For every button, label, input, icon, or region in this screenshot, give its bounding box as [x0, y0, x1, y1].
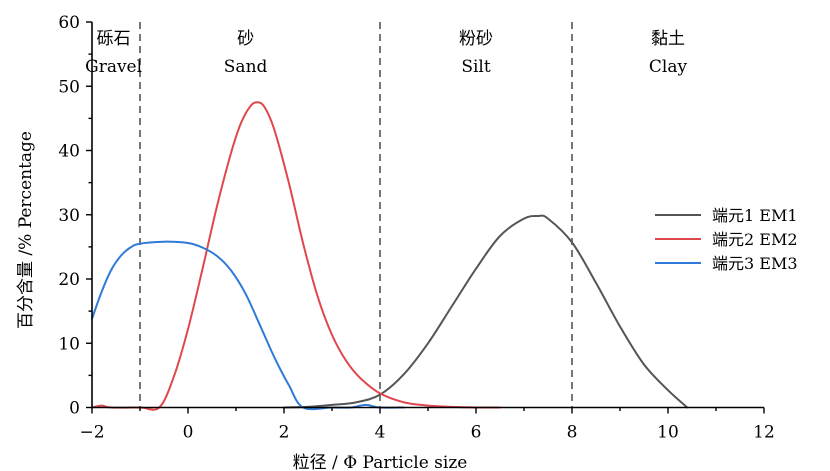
region-boundaries	[139, 22, 573, 408]
series-line-em2	[91, 101, 501, 411]
x-tick-label: 0	[183, 423, 194, 443]
legend-label-em1: 端元1 EM1	[712, 206, 798, 225]
y-tick-label: 30	[58, 206, 80, 226]
x-tick-label: 10	[657, 423, 679, 443]
region-label-cn: 黏土	[651, 29, 685, 49]
data-series	[91, 101, 689, 411]
y-tick-label: 0	[69, 399, 80, 419]
y-tick-label: 10	[58, 334, 80, 354]
x-tick-label: 6	[471, 423, 482, 443]
legend-label-em2: 端元2 EM2	[712, 230, 798, 249]
series-line-em3	[91, 240, 405, 411]
region-label-en: Silt	[461, 57, 491, 77]
x-axis-title: 粒径 / Φ Particle size	[293, 453, 468, 471]
y-axis-ticks: 0 10 20 30 40 50 60	[58, 13, 92, 419]
region-label-en: Sand	[224, 57, 268, 77]
y-tick-label: 20	[58, 270, 80, 290]
y-tick-label: 60	[58, 13, 80, 33]
region-label-cn: 粉砂	[459, 29, 493, 49]
x-tick-label: 12	[753, 423, 775, 443]
y-axis-title: 百分含量 /% Percentage	[16, 131, 36, 329]
y-tick-label: 40	[58, 142, 80, 162]
x-axis-ticks: −2 0 2 4 6 8 10 12	[79, 407, 775, 443]
legend-label-em3: 端元3 EM3	[712, 254, 798, 273]
x-tick-label: 2	[279, 423, 290, 443]
x-tick-label: 4	[375, 423, 386, 443]
x-tick-label: −2	[79, 423, 104, 443]
series-line-em1	[283, 214, 689, 409]
legend: 端元1 EM1 端元2 EM2 端元3 EM3	[655, 206, 798, 273]
region-labels: 砾石 Gravel 砂 Sand 粉砂 Silt 黏土 Clay	[85, 29, 687, 77]
x-tick-label: 8	[567, 423, 578, 443]
region-label-en: Gravel	[85, 57, 142, 77]
region-label-cn: 砾石	[97, 29, 131, 49]
y-tick-label: 50	[58, 77, 80, 97]
region-label-en: Clay	[649, 57, 688, 77]
region-label-cn: 砂	[237, 29, 254, 49]
